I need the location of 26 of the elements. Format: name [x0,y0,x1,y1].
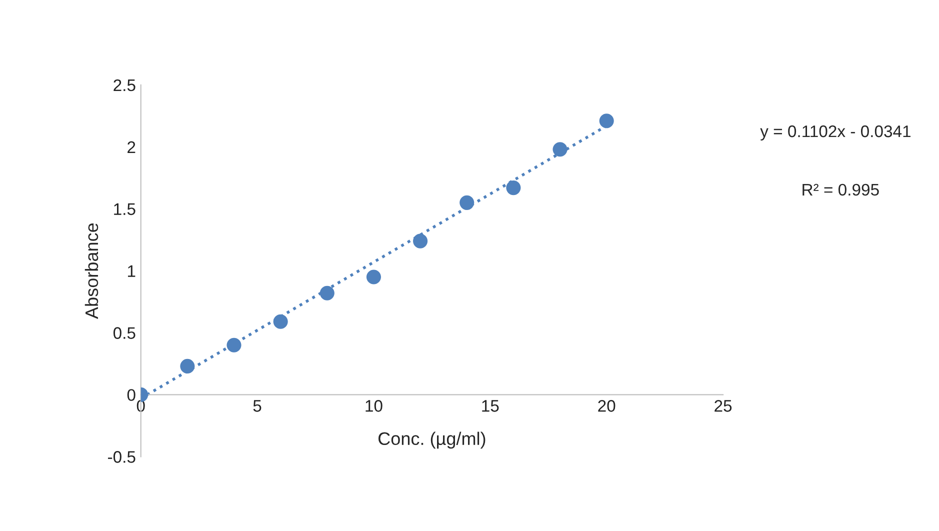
y-tick-label: 2.5 [114,79,136,92]
point [413,234,428,248]
x-tick-label: 5 [253,400,262,412]
x-tick-label: 20 [598,400,616,412]
point [366,270,382,284]
y-axis-title: Absorbance [84,223,98,319]
point [320,286,334,300]
y-tick-label: 0.5 [113,327,136,339]
y-tick-label: 1.5 [114,203,136,216]
x-tick-label: 15 [482,400,499,412]
point [180,358,195,374]
y-tick-label: 1 [128,265,136,277]
x-tick-label: 25 [714,400,732,412]
x-axis-title: Conc. (µg/ml) [378,432,486,449]
point [552,142,568,157]
y-tick-label: -0.5 [108,451,136,463]
y-tick-label: 2 [128,141,136,153]
point [226,338,242,352]
x-tick-label: 10 [366,400,382,412]
text: R² = 0.995 [802,184,879,196]
y-tick-label: 0 [127,389,136,401]
point [506,180,521,196]
point [599,114,614,128]
point [460,195,474,210]
point [273,314,288,329]
text: y = 0.1102x - 0.0341 [760,125,910,141]
